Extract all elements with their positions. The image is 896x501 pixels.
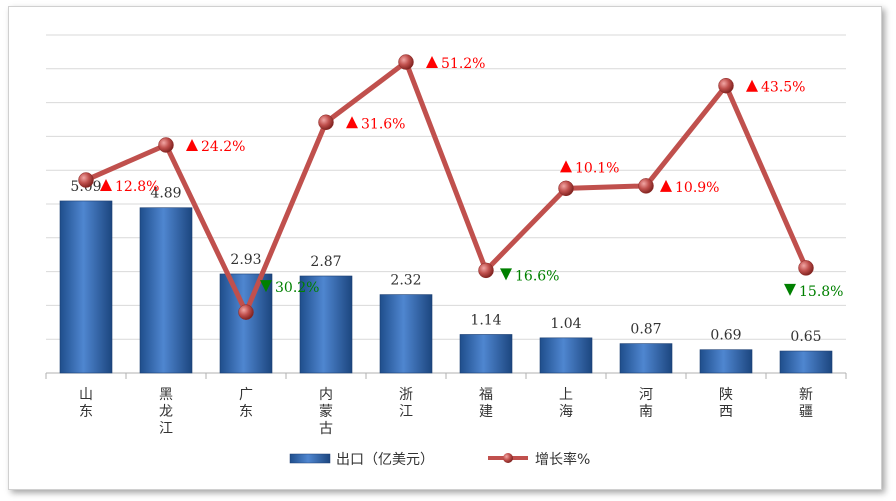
bar — [299, 275, 353, 374]
bar — [779, 350, 833, 374]
growth-rate-label: 16.6% — [515, 268, 559, 284]
line-point — [78, 172, 94, 188]
up-arrow-icon — [346, 116, 358, 129]
x-tick-label: 浙江 — [399, 387, 413, 420]
up-arrow-icon — [186, 139, 198, 152]
line-point — [238, 304, 254, 320]
legend-bar-swatch — [289, 453, 331, 464]
legend-line-marker — [503, 453, 513, 463]
x-tick-label: 上海 — [559, 387, 573, 420]
legend: 出口（亿美元） 增长率% — [289, 451, 590, 468]
bar-value-label: 1.14 — [470, 312, 501, 328]
up-arrow-icon — [426, 56, 438, 69]
bar-value-label: 0.65 — [790, 329, 821, 345]
line-path — [83, 59, 809, 315]
bar — [139, 207, 193, 374]
line-point — [158, 137, 174, 153]
down-arrow-icon — [784, 283, 796, 296]
bar-value-label: 2.87 — [310, 254, 341, 270]
bar-value-label: 0.69 — [710, 328, 741, 344]
x-tick-label: 黑龙江 — [159, 387, 173, 437]
up-arrow-icon — [560, 160, 572, 173]
line-point — [558, 180, 574, 197]
bar — [59, 200, 113, 374]
growth-rate-label: 51.2% — [441, 56, 485, 72]
line-series: 12.8% 24.2% 30.2% 31.6% 51.2% 16.6% 10.1% 10.9%… — [78, 54, 843, 320]
line-point — [398, 54, 414, 70]
bar-value-label: 2.93 — [230, 252, 261, 268]
bar-value-label: 0.87 — [630, 322, 661, 338]
x-tick-label: 河南 — [639, 387, 653, 420]
bar — [539, 337, 593, 374]
x-tick-label: 福建 — [479, 387, 493, 420]
up-arrow-icon — [100, 179, 112, 192]
down-arrow-icon — [500, 268, 512, 281]
bar-series: 5.094.892.932.872.321.141.040.870.690.65 — [59, 179, 833, 374]
legend-line-label: 增长率% — [535, 451, 590, 468]
growth-rate-label: 10.1% — [575, 160, 619, 176]
growth-rate-label: 43.5% — [761, 80, 805, 96]
x-tick-label: 广东 — [239, 387, 253, 420]
bar — [379, 294, 433, 374]
legend-bar-label: 出口（亿美元） — [336, 452, 434, 468]
bar — [219, 273, 273, 374]
line-point — [718, 77, 734, 94]
line-point — [638, 178, 654, 194]
down-arrow-icon — [260, 280, 272, 293]
line-point — [798, 260, 814, 276]
bar-value-label: 4.89 — [150, 186, 181, 202]
up-arrow-icon — [660, 179, 672, 192]
bar-value-label: 1.04 — [550, 316, 581, 332]
growth-rate-label: 24.2% — [201, 139, 245, 155]
bar — [619, 343, 673, 374]
line-point — [318, 114, 334, 131]
x-tick-label: 陕西 — [719, 387, 733, 420]
growth-rate-label: 30.2% — [275, 280, 319, 296]
x-axis-tick-labels: 山东 黑龙江 广东 内蒙古 浙江 福建 上海 河南 陕西 新疆 — [79, 387, 813, 437]
growth-rate-label: 12.8% — [115, 179, 159, 195]
x-tick-label: 内蒙古 — [319, 387, 333, 437]
growth-rate-label: 10.9% — [675, 180, 719, 196]
growth-rate-label: 15.8% — [799, 284, 843, 300]
growth-rate-label: 31.6% — [361, 116, 405, 132]
bar — [459, 334, 513, 374]
x-tick-label: 山东 — [79, 387, 93, 420]
line-point — [478, 262, 494, 279]
bar-value-label: 2.32 — [390, 273, 421, 289]
up-arrow-icon — [746, 79, 758, 92]
bar — [699, 349, 753, 374]
x-tick-label: 新疆 — [799, 387, 813, 420]
